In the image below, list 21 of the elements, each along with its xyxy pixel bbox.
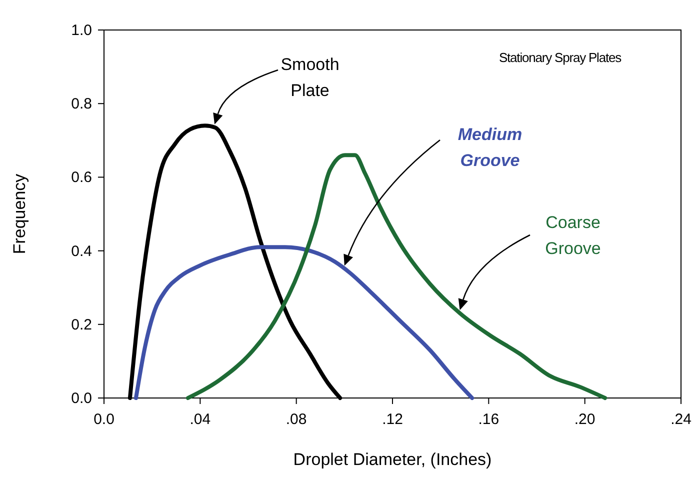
y-tick-label: 0.4 [71, 242, 92, 260]
text: Smooth Plate [280, 55, 340, 100]
x-tick-label: .24 [670, 411, 692, 428]
text: Coarse Groove [545, 213, 601, 258]
x-tick-label: .12 [382, 411, 403, 428]
line-series [134, 245, 474, 400]
y-tick-label: 0.6 [71, 169, 92, 186]
line-series [186, 153, 608, 400]
text: Medium Groove [458, 125, 522, 170]
y-tick-label: 0.2 [71, 316, 92, 334]
annotation: Stationary Spray Plates [498, 50, 622, 65]
x-tick-label: .08 [286, 411, 307, 428]
y-axis-title: Frequency [10, 173, 29, 254]
x-tick-label: .16 [478, 411, 500, 428]
x-axis-title: Droplet Diameter, (Inches) [293, 450, 492, 469]
x-tick-label: .20 [574, 411, 596, 428]
y-tick-label: 0.8 [71, 96, 92, 113]
y-tick-label: 0.0 [71, 390, 92, 407]
x-tick-label: .04 [190, 411, 211, 428]
x-tick-label: 0.0 [94, 411, 114, 428]
y-tick-label: 1.0 [71, 22, 92, 39]
